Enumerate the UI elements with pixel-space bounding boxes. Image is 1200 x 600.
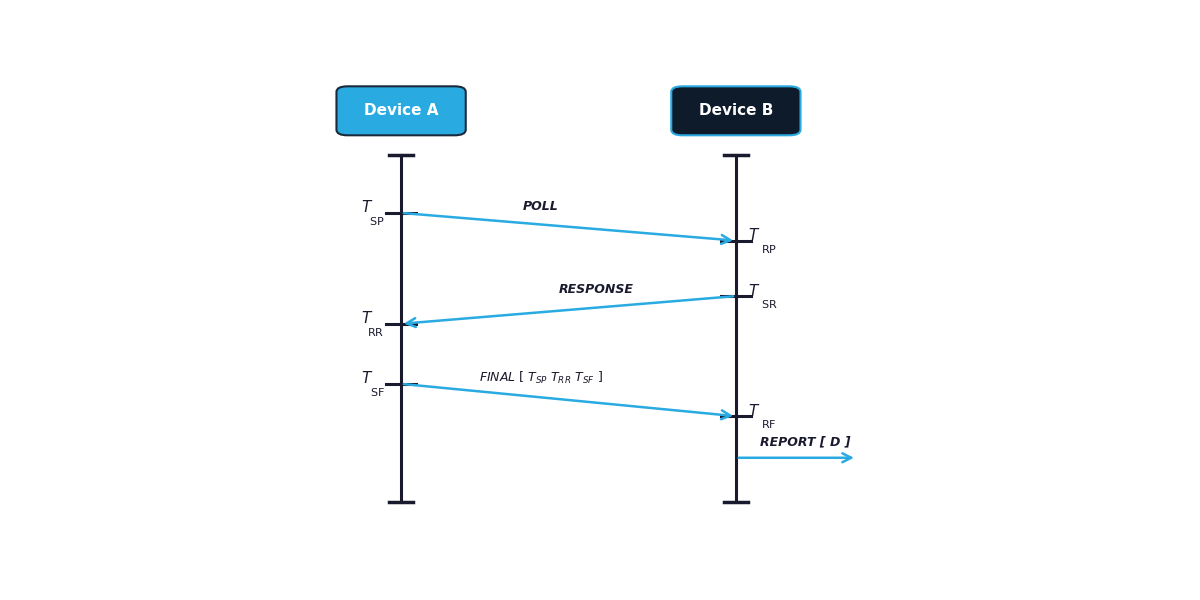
Text: Device A: Device A (364, 103, 438, 118)
Text: POLL: POLL (523, 200, 558, 213)
Text: $\mathregular{SR}$: $\mathregular{SR}$ (761, 298, 778, 310)
Text: $T$: $T$ (361, 199, 373, 215)
Text: $\mathregular{RP}$: $\mathregular{RP}$ (761, 243, 778, 255)
FancyBboxPatch shape (336, 86, 466, 135)
Text: $T$: $T$ (748, 403, 761, 419)
Text: $T$: $T$ (748, 227, 761, 243)
Text: $\mathregular{RF}$: $\mathregular{RF}$ (761, 419, 776, 431)
Text: $T$: $T$ (361, 310, 373, 326)
Text: $T$: $T$ (361, 370, 373, 386)
Text: $\it{FINAL}$ $[$ $\it{T}_{SP}$ $\it{T}_{RR}$ $\it{T}_{SF}$ $]$: $\it{FINAL}$ $[$ $\it{T}_{SP}$ $\it{T}_{… (479, 370, 602, 386)
FancyBboxPatch shape (671, 86, 800, 135)
Text: $\mathregular{SF}$: $\mathregular{SF}$ (370, 386, 384, 398)
Text: Device B: Device B (698, 103, 773, 118)
Text: REPORT [ D ]: REPORT [ D ] (761, 436, 851, 449)
Text: $\mathregular{RR}$: $\mathregular{RR}$ (367, 326, 384, 338)
Text: RESPONSE: RESPONSE (559, 283, 634, 296)
Text: $\mathregular{SP}$: $\mathregular{SP}$ (368, 215, 384, 227)
Text: $T$: $T$ (748, 283, 761, 299)
